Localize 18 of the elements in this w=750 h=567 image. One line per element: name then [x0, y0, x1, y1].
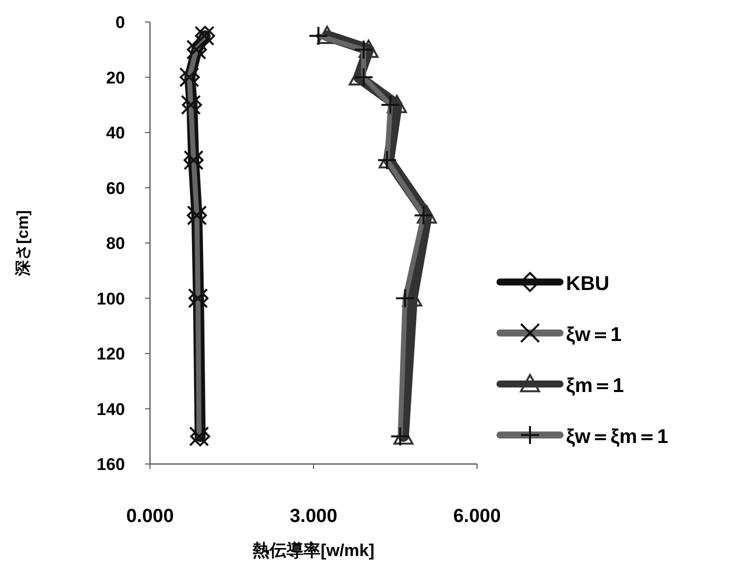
- y-tick-label: 0: [116, 13, 125, 32]
- legend-label: ξm＝1: [566, 375, 624, 397]
- x-axis-title: 熱伝導率[w/mk]: [252, 541, 374, 560]
- x-tick-label: 6.000: [453, 506, 501, 527]
- y-axis-title: 深さ[cm]: [14, 210, 32, 277]
- y-tick-label: 160: [96, 455, 125, 474]
- y-tick-label: 120: [96, 344, 125, 364]
- y-tick-label: 20: [106, 68, 125, 88]
- legend-label: ξw＝ξm＝1: [566, 426, 668, 448]
- y-tick-label: 140: [96, 400, 125, 419]
- legend-label: KBU: [566, 273, 610, 295]
- x-tick-label: 0.000: [126, 506, 174, 527]
- legend-label: ξw＝1: [566, 324, 622, 346]
- x-tick-label: 3.000: [290, 506, 338, 527]
- y-tick-label: 80: [106, 234, 125, 253]
- y-tick-label: 40: [106, 124, 125, 142]
- y-tick-label: 100: [96, 289, 125, 308]
- y-tick-label: 60: [106, 178, 125, 198]
